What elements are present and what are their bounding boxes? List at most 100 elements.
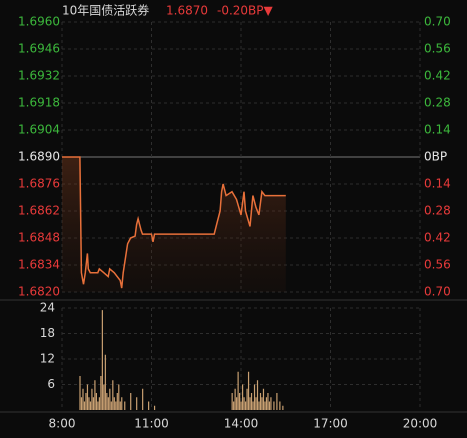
volume-bar (249, 397, 251, 410)
volume-bar (241, 384, 244, 410)
volume-bar (252, 401, 254, 410)
volume-bar (236, 397, 238, 410)
chart-title: 10年国债活跃券 (62, 3, 149, 18)
volume-bar (233, 401, 235, 410)
y2-tick-label: 0.14 (424, 123, 451, 137)
volume-bar (244, 401, 247, 410)
volume-bar (121, 397, 123, 410)
volume-bar (97, 401, 99, 410)
volume-bar (279, 401, 281, 410)
volume-bar (247, 371, 250, 410)
volume-bar (276, 393, 278, 410)
volume-bar (239, 393, 241, 410)
volume-bar (246, 388, 248, 410)
volume-bar (130, 393, 132, 410)
change: -0.20BP▼ (217, 4, 274, 18)
volume-bar (243, 397, 245, 410)
x-tick-label: 14:00 (224, 417, 259, 431)
y2-tick-label: 0.42 (424, 231, 451, 245)
volume-bar (94, 380, 96, 410)
y-tick-label: 12 (40, 352, 55, 366)
volume-bar (88, 397, 90, 410)
y-tick-label: 1.6960 (18, 15, 60, 29)
volume-bar (258, 401, 260, 410)
volume-bar (116, 393, 118, 410)
volume-bar (255, 397, 257, 410)
y-tick-label: 1.6876 (18, 177, 60, 191)
x-tick-label: 8:00 (49, 417, 76, 431)
volume-bar (79, 376, 81, 410)
x-tick-label: 20:00 (403, 417, 438, 431)
volume-bar (100, 376, 102, 410)
y2-tick-label: 0.28 (424, 96, 451, 110)
volume-bar (273, 401, 275, 410)
price-line (62, 156, 286, 289)
volume-bar (234, 388, 236, 410)
volume-bar (118, 384, 120, 410)
y-tick-label: 1.6820 (18, 285, 60, 299)
volume-bar (119, 401, 121, 410)
x-tick-label: 17:00 (313, 417, 348, 431)
y-tick-label: 1.6890 (18, 150, 60, 164)
y-tick-label: 1.6932 (18, 69, 60, 83)
y-tick-label: 18 (40, 326, 55, 340)
volume-bar (250, 393, 253, 410)
volume-bar (95, 393, 98, 410)
volume-bar (268, 401, 271, 410)
y2-tick-label: 0.56 (424, 258, 451, 272)
volume-bar (256, 380, 259, 410)
volume-bar (109, 388, 111, 410)
volume-bar (80, 397, 83, 410)
volume-bar (98, 397, 100, 410)
volume-bar (110, 401, 112, 410)
y2-tick-label: 0.28 (424, 204, 451, 218)
volume-bar (103, 384, 105, 410)
volume-bar (86, 384, 89, 410)
volume-bar (231, 393, 233, 410)
volume-bar (101, 310, 103, 410)
volume-bar (113, 397, 115, 410)
volume-bar (261, 397, 263, 410)
y2-tick-label: 0.70 (424, 285, 451, 299)
volume-bar (253, 384, 256, 410)
volume-bar (148, 401, 150, 410)
volume-bar (265, 397, 268, 410)
volume-bar (83, 401, 86, 410)
y-tick-label: 1.6848 (18, 231, 60, 245)
y-tick-label: 1.6918 (18, 96, 60, 110)
last-price: 1.6870 (166, 4, 208, 18)
volume-bar (112, 380, 114, 410)
volume-bar (259, 393, 262, 410)
volume-bar (153, 405, 156, 410)
y-tick-label: 1.6904 (18, 123, 60, 137)
volume-bar (104, 354, 106, 410)
volume-bar (136, 397, 138, 410)
volume-bar (124, 401, 126, 410)
volume-bar (89, 401, 92, 410)
volume-bar (142, 388, 144, 410)
volume-bar (270, 397, 272, 410)
volume-bar (106, 393, 108, 410)
y-tick-label: 1.6946 (18, 42, 60, 56)
x-tick-label: 11:00 (134, 417, 169, 431)
y-tick-label: 1.6834 (18, 258, 60, 272)
line-area (62, 157, 286, 292)
volume-bar (267, 393, 269, 410)
y2-tick-label: 0.70 (424, 15, 451, 29)
volume-bar (282, 405, 284, 410)
volume-bar (107, 397, 109, 410)
y-tick-label: 24 (40, 301, 55, 315)
y-tick-label: 1.6862 (18, 204, 60, 218)
y2-tick-label: 0.42 (424, 69, 451, 83)
volume-bar (264, 401, 266, 410)
volume-bar (240, 401, 242, 410)
volume-bar (262, 388, 265, 410)
volume-bar (85, 393, 87, 410)
y2-tick-label: 0BP (424, 150, 447, 164)
volume-bar (91, 388, 93, 410)
volume-bar (115, 401, 117, 410)
y2-tick-label: 0.56 (424, 42, 451, 56)
y-tick-label: 6 (47, 377, 55, 391)
volume-bar (237, 371, 239, 410)
